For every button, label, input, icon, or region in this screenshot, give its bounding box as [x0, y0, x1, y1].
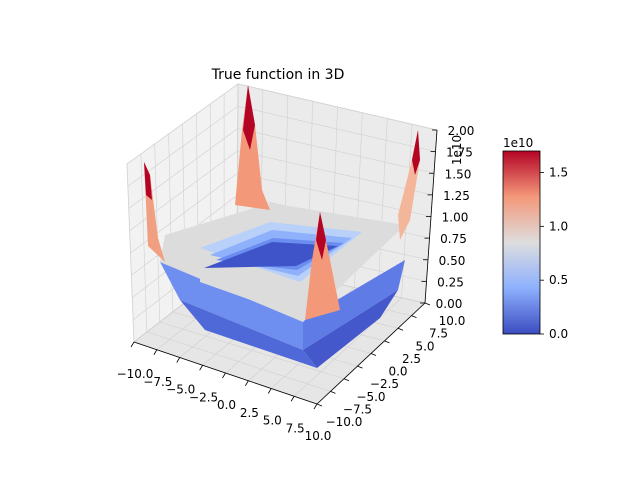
z-offset-text: 1e10: [450, 135, 464, 165]
x-tick-label: −10.0: [117, 367, 154, 381]
colorbar-offset-text: 1e10: [503, 136, 533, 150]
grid-line: [293, 297, 402, 397]
z-tick-label: 0.75: [440, 232, 467, 246]
surface-wall-front-lower: [180, 300, 317, 368]
x-tick-label: 7.5: [286, 421, 305, 435]
grid-line: [126, 83, 239, 165]
z-tick-label: 1.50: [445, 167, 472, 181]
grid-line: [377, 118, 388, 293]
x-tick-label: 5.0: [263, 414, 282, 428]
x-tick-mark: [176, 357, 181, 363]
grid-line: [237, 105, 436, 152]
y-tick-label: 2.5: [402, 352, 421, 366]
surface-inner-well: [204, 242, 338, 268]
colorbar-ticks: 0.0 0.5 1.0 1.5: [540, 166, 568, 341]
x-tick-mark: [130, 341, 135, 348]
y-tick-mark: [424, 302, 431, 306]
y-tick-labels: −10.0−7.5−5.0−2.50.02.55.07.510.0: [316, 302, 466, 429]
x-tick-mark: [290, 396, 295, 402]
peak-right-tip: [412, 130, 420, 175]
y-tick-mark: [357, 365, 363, 369]
y-tick-mark: [330, 391, 336, 394]
colorbar-tick-label: 0.5: [549, 273, 568, 287]
colorbar-tick-label: 0.0: [549, 327, 568, 341]
colorbar-gradient: [502, 150, 541, 335]
y-tick-label: −10.0: [326, 415, 363, 429]
y-tick-mark: [411, 315, 417, 318]
x-tick-label: 0.0: [217, 398, 236, 412]
x-tick-mark: [153, 349, 158, 355]
x-tick-mark: [222, 372, 226, 379]
x-tick-mark: [199, 365, 203, 371]
y-tick-label: −2.5: [370, 377, 399, 391]
grid-line: [237, 150, 433, 196]
y-tick-label: 10.0: [439, 314, 466, 328]
surface-wall-right-lower: [303, 290, 398, 368]
x-tick-mark: [313, 403, 318, 410]
x-tick-label: −5.0: [166, 383, 195, 397]
colorbar: 1e10 0.0 0.5 1.0 1.5: [502, 136, 568, 341]
surface-inner-front: [200, 268, 296, 316]
grid-line: [237, 128, 435, 174]
y-tick-mark: [316, 403, 323, 407]
peak-left-tip: [144, 162, 152, 200]
y-tick-label: −5.0: [356, 390, 385, 404]
surface-wall-front: [160, 262, 303, 350]
peak-front: [305, 212, 340, 320]
y-tick-label: −7.5: [343, 402, 372, 416]
y-tick-mark: [397, 327, 404, 331]
peak-back-tip: [243, 85, 255, 150]
chart-title: True function in 3D: [211, 67, 345, 83]
z-tick-labels: 0.00 0.25 0.50 0.75 1.00 1.25 1.50 1.75 2.00: [420, 124, 474, 311]
x-tick-label: −2.5: [189, 390, 218, 404]
y-tick-mark: [370, 353, 377, 356]
surface-wall-right: [303, 260, 405, 350]
x-tick-label: 2.5: [240, 406, 259, 420]
grid-line: [237, 83, 438, 131]
peak-front-tip: [316, 212, 326, 260]
colorbar-tick-label: 1.0: [549, 219, 568, 233]
z-tick-label: 1.75: [446, 146, 473, 160]
surface: [144, 85, 420, 368]
y-tick-label: 7.5: [429, 327, 448, 341]
z-tick-label: 0.00: [436, 297, 463, 311]
y-tick-label: 0.0: [388, 365, 407, 379]
x-tick-mark: [267, 388, 272, 394]
x-tick-label: −7.5: [143, 375, 172, 389]
peak-back: [235, 85, 270, 210]
x-tick-labels: −10.0−7.5−5.0−2.50.0 2.5 5.0 7.510.0: [117, 341, 332, 443]
z-tick-label: 1.25: [443, 189, 470, 203]
y-tick-label: 5.0: [415, 339, 434, 353]
z-tick-label: 0.25: [437, 275, 464, 289]
x-tick-label: 10.0: [305, 429, 332, 443]
y-tick-mark: [343, 378, 350, 382]
y-tick-mark: [384, 340, 390, 344]
z-tick-label: 2.00: [448, 124, 475, 138]
colorbar-tick-label: 1.5: [549, 166, 568, 180]
z-tick-label: 1.00: [442, 211, 469, 225]
z-tick-label: 0.50: [439, 254, 466, 268]
x-tick-mark: [245, 380, 249, 386]
